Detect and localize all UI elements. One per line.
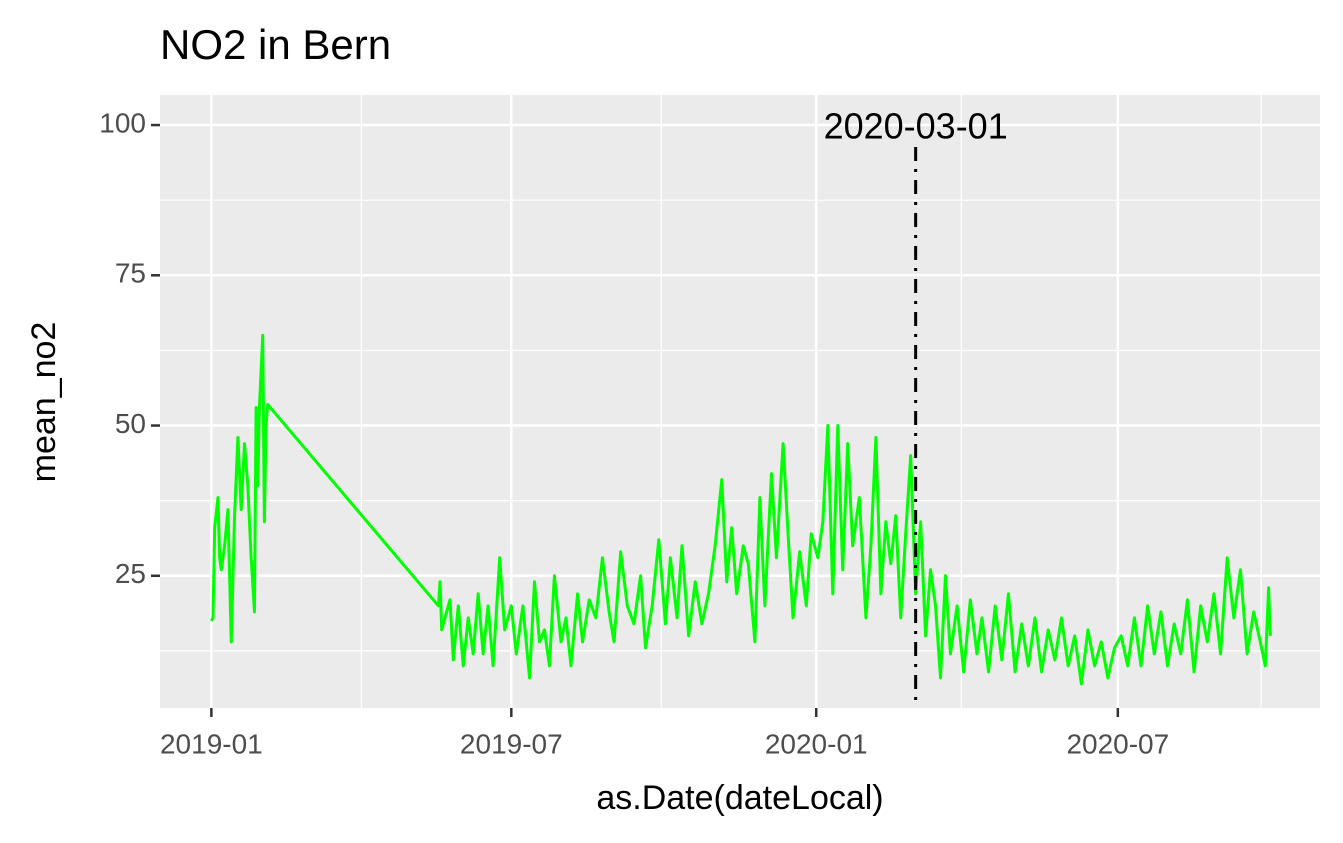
- y-tick-label: 75: [115, 258, 146, 289]
- x-axis-title: as.Date(dateLocal): [596, 779, 883, 817]
- panel: [160, 95, 1320, 708]
- y-tick-label: 25: [115, 558, 146, 589]
- data-line: [210, 333, 1272, 686]
- x-tick-label: 2019-01: [160, 728, 263, 759]
- y-axis-title: mean_no2: [25, 322, 63, 483]
- chart-title: NO2 in Bern: [160, 21, 391, 68]
- y-tick-label: 100: [99, 107, 146, 138]
- y-tick-label: 50: [115, 408, 146, 439]
- x-tick-label: 2020-01: [765, 728, 868, 759]
- annotation-label: 2020-03-01: [824, 106, 1008, 147]
- x-tick-label: 2019-07: [460, 728, 563, 759]
- x-tick-label: 2020-07: [1066, 728, 1169, 759]
